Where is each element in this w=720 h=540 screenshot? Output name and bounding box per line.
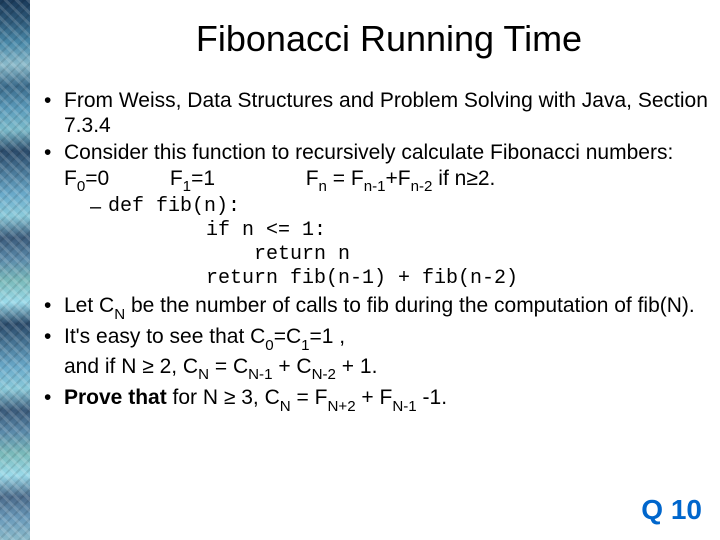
c0-sub: 0 <box>265 337 273 354</box>
cn1-sub: N-1 <box>248 366 272 383</box>
eqc: =C <box>274 325 301 348</box>
f0: F <box>64 167 77 190</box>
fn2-sub: n-2 <box>411 178 433 195</box>
pn-sub: N <box>280 398 291 415</box>
bullet-3: Let CN be the number of calls to fib dur… <box>42 293 710 322</box>
fn-cond: if n≥2. <box>432 167 495 190</box>
cn2-sub: N-2 <box>312 366 336 383</box>
code-line-1: def fib(n): <box>90 195 710 219</box>
code-line-4: return fib(n-1) + fib(n-2) <box>90 267 710 291</box>
let-sub: N <box>114 306 125 323</box>
bullet-1-text: From Weiss, Data Structures and Problem … <box>64 89 708 137</box>
fn1m-sub: N-1 <box>392 398 416 415</box>
fn-eq: = F <box>327 167 364 190</box>
code-block: def fib(n): if n <= 1: return n return f… <box>64 195 710 291</box>
fn-plus: +F <box>386 167 411 190</box>
bullet-4: It's easy to see that C0=C1=1 , and if N… <box>42 324 710 383</box>
fn2p-sub: N+2 <box>327 398 355 415</box>
bullet-list: From Weiss, Data Structures and Problem … <box>38 88 710 414</box>
f1: F <box>170 167 183 190</box>
fib-definitions: F0=0 F1=1 Fn = Fn-1+Fn-2 if n≥2. <box>64 166 710 195</box>
question-number-label: Q 10 <box>641 494 702 526</box>
prove-tail: -1. <box>417 386 447 409</box>
cn-sub: N <box>198 366 209 383</box>
bullet-2: Consider this function to recursively ca… <box>42 140 710 291</box>
f1-eq: =1 <box>191 167 215 190</box>
plus-f: + F <box>356 386 393 409</box>
code-line-2: if n <= 1: <box>90 219 710 243</box>
code-line-3: return n <box>90 243 710 267</box>
slide-title: Fibonacci Running Time <box>38 18 710 60</box>
c1-sub: 1 <box>301 337 309 354</box>
prove-pre: for N ≥ 3, C <box>167 386 280 409</box>
fn1-sub: n-1 <box>364 178 386 195</box>
plus-c: + C <box>272 355 311 378</box>
f1-sub: 1 <box>183 178 191 195</box>
decorative-left-border <box>0 0 30 540</box>
easy-pre: It's easy to see that C <box>64 325 265 348</box>
let-post: be the number of calls to fib during the… <box>125 294 695 317</box>
bullet-2-intro: Consider this function to recursively ca… <box>64 141 673 164</box>
prove-label: Prove that <box>64 386 167 409</box>
fn: F <box>306 167 319 190</box>
bullet-5: Prove that for N ≥ 3, CN = FN+2 + FN-1 -… <box>42 385 710 414</box>
slide-content: Fibonacci Running Time From Weiss, Data … <box>38 0 710 540</box>
eq1: =1 , <box>310 325 346 348</box>
eq-f: = F <box>291 386 328 409</box>
eq-rec: = C <box>209 355 248 378</box>
f0-eq: =0 <box>85 167 109 190</box>
fn-sub: n <box>319 178 327 195</box>
bullet-1: From Weiss, Data Structures and Problem … <box>42 88 710 138</box>
f0-sub: 0 <box>77 178 85 195</box>
let-pre: Let C <box>64 294 114 317</box>
plus1: + 1. <box>336 355 377 378</box>
line2-pre: and if N ≥ 2, C <box>64 355 198 378</box>
